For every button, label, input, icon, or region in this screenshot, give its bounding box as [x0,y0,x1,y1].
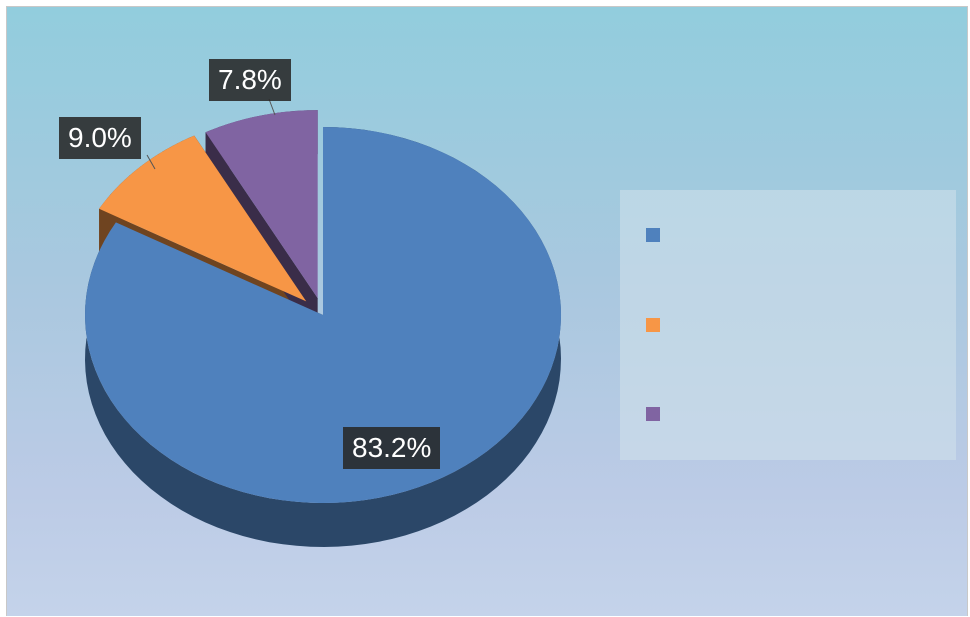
data-label: 7.8% [209,59,291,101]
pie-slice [205,110,318,299]
data-label: 9.0% [59,117,141,159]
legend-swatch [646,228,660,242]
pie-chart [85,98,562,547]
leader-line [268,98,276,116]
pie-slice [99,135,307,302]
chart-area: 83.2% 9.0% 7.8% [6,6,968,616]
legend [620,190,956,460]
legend-entry [646,404,674,424]
legend-entry [646,315,674,335]
legend-entry [646,225,674,245]
legend-swatch [646,318,660,332]
data-label: 83.2% [343,427,441,469]
legend-swatch [646,407,660,421]
pie-slice [85,127,562,503]
leader-line [146,154,156,170]
